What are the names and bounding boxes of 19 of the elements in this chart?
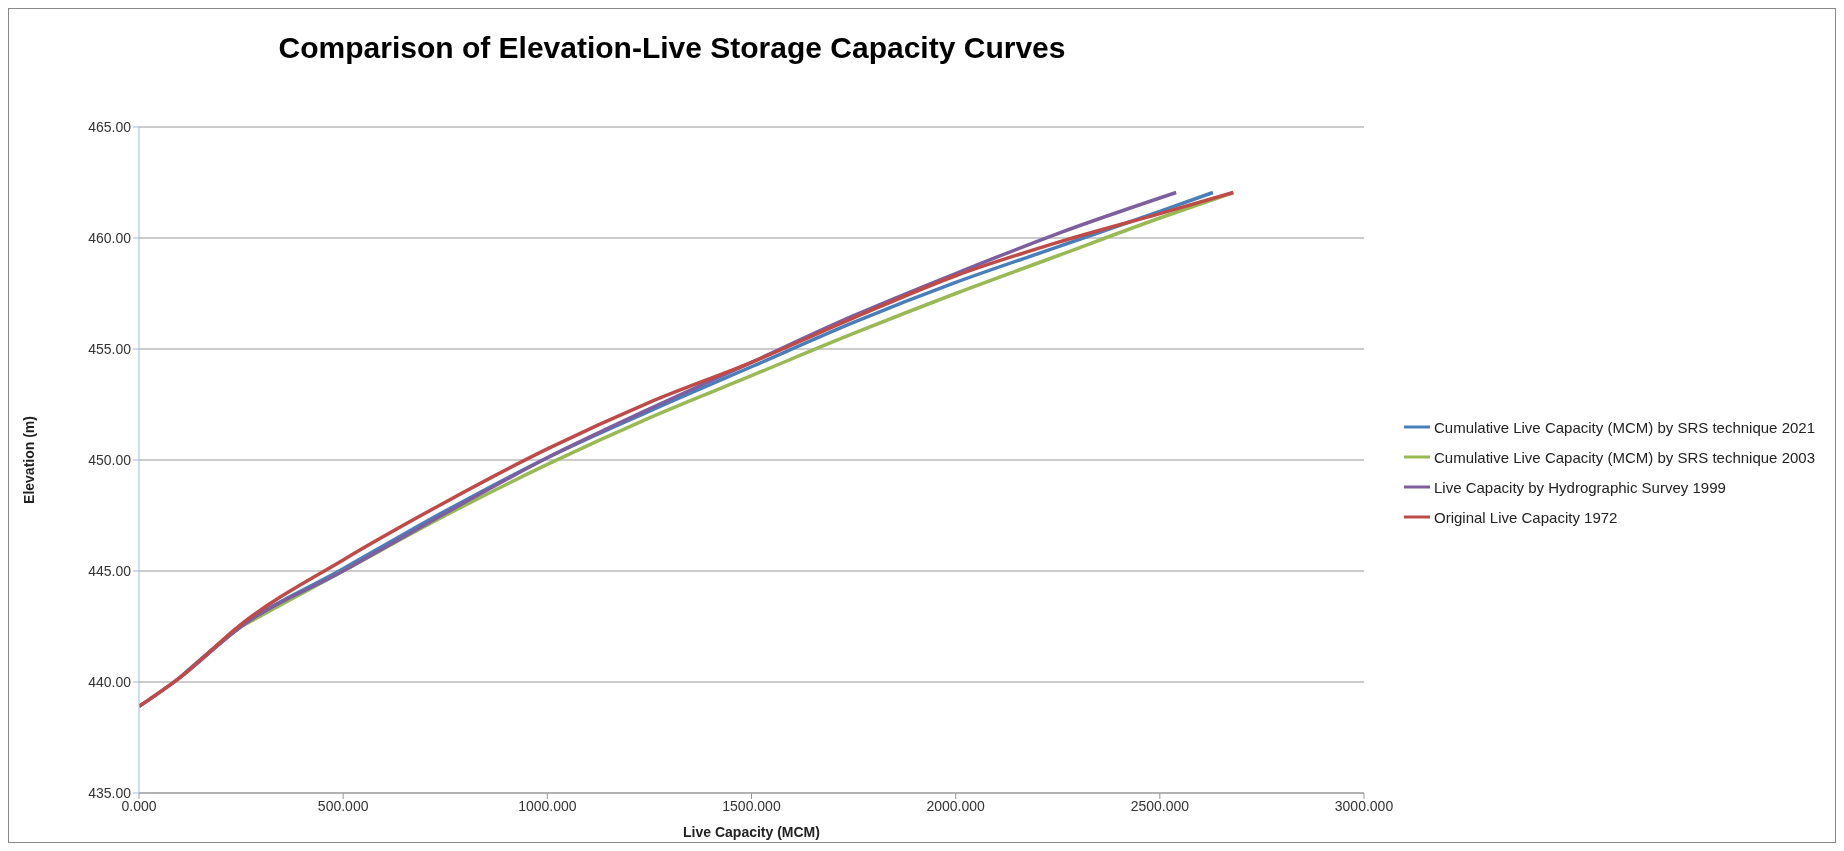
legend-label: Cumulative Live Capacity (MCM) by SRS technique 2003	[1434, 448, 1815, 466]
legend-label: Cumulative Live Capacity (MCM) by SRS technique 2021	[1434, 418, 1815, 436]
y-tick-label: 455.00	[88, 340, 132, 357]
x-tick-label: 500.000	[317, 797, 369, 814]
y-tick-label: 465.00	[88, 118, 132, 135]
y-tick-label: 445.00	[88, 562, 132, 579]
chart-title: Comparison of Elevation-Live Storage Capacity Curves	[277, 30, 1067, 66]
legend-label: Original Live Capacity 1972	[1434, 508, 1618, 526]
y-tick-label: 460.00	[88, 229, 132, 246]
y-tick-label: 440.00	[88, 673, 132, 690]
x-tick-label: 2500.000	[1130, 797, 1190, 814]
y-tick-label: 450.00	[88, 451, 132, 468]
x-tick-label: 3000.000	[1334, 797, 1394, 814]
x-axis-title: Live Capacity (MCM)	[683, 824, 820, 840]
legend-label: Live Capacity by Hydrographic Survey 1999	[1434, 478, 1726, 496]
x-tick-label: 2000.000	[926, 797, 986, 814]
y-axis-title: Elevation (m)	[20, 416, 37, 504]
x-tick-label: 1500.000	[722, 797, 781, 814]
x-tick-label: 1000.000	[518, 797, 577, 814]
